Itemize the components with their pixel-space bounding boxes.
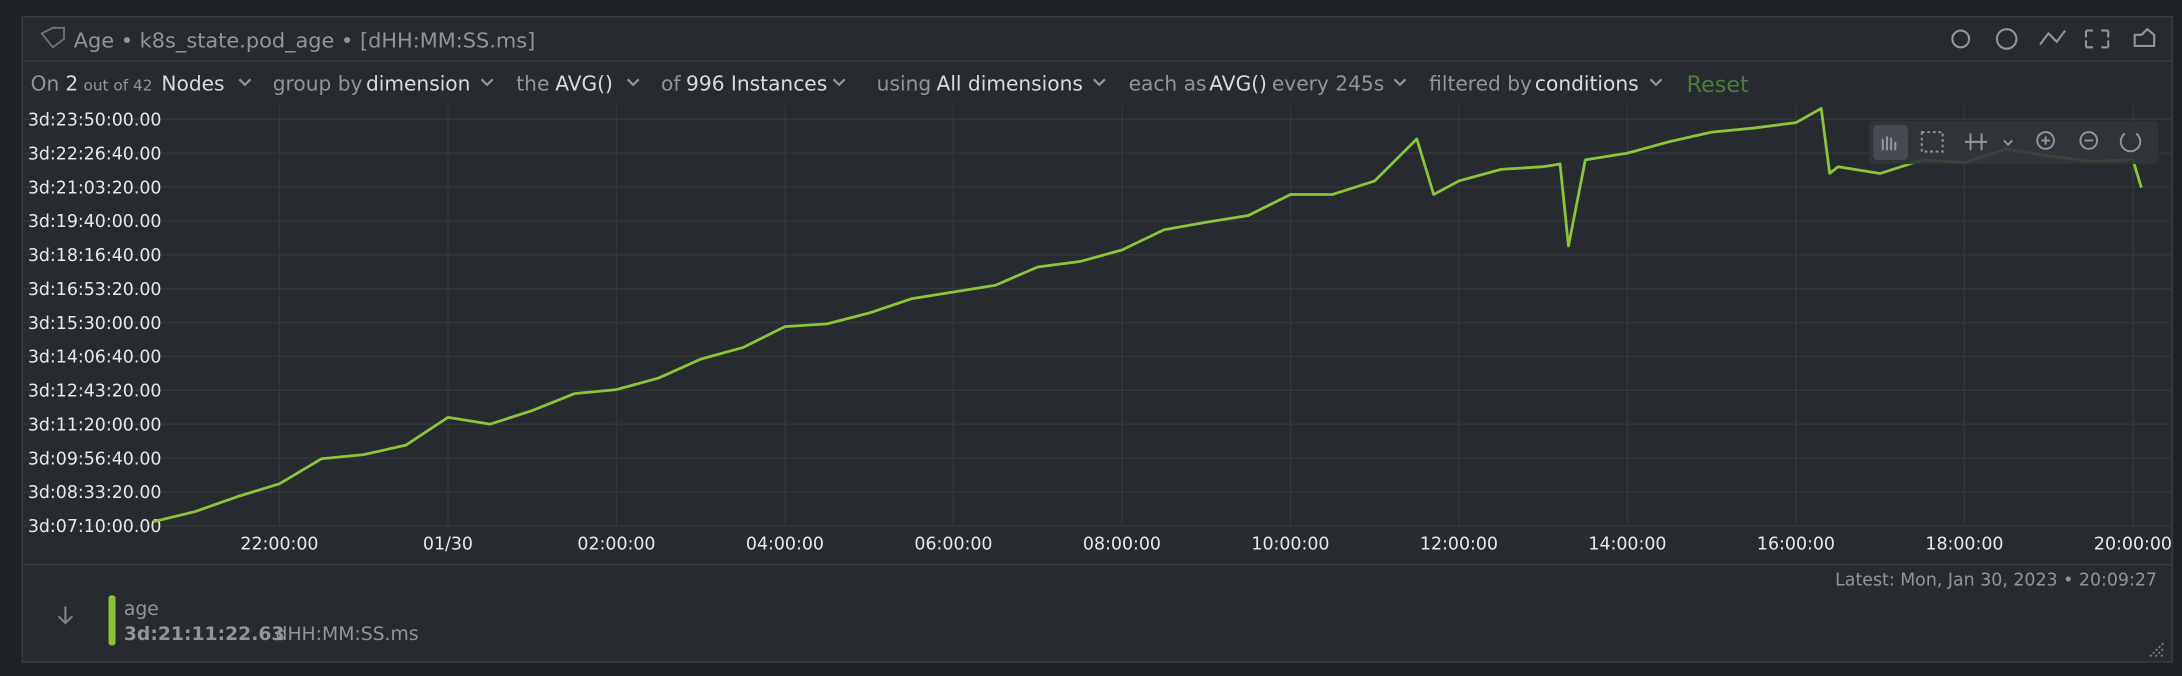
x-tick-label: 10:00:00 xyxy=(1251,534,1329,554)
toolbar: On 2 out of 42 Nodes group by dimension the AVG… xyxy=(31,71,1749,97)
toolbar-label: using xyxy=(877,71,931,95)
x-tick-label: 08:00:00 xyxy=(1083,534,1161,554)
y-tick-label: 3d:14:06:40.00 xyxy=(28,348,162,368)
chart-icon xyxy=(40,26,65,49)
toolbar-value: dimension xyxy=(366,71,470,95)
toolbar-label: every 245s xyxy=(1272,71,1384,95)
y-tick-label: 3d:12:43:20.00 xyxy=(28,382,162,402)
y-tick-label: 3d:23:50:00.00 xyxy=(28,111,162,131)
toolbar-item[interactable]: each as AVG() every 245s xyxy=(1129,71,1407,95)
y-tick-label: 3d:21:03:20.00 xyxy=(28,178,162,198)
plot-toolbox-icons[interactable] xyxy=(1881,131,2142,153)
plot-toolbox[interactable] xyxy=(1868,121,2159,165)
dropdown-chevron xyxy=(626,78,640,87)
legend-swatch xyxy=(108,595,116,646)
dropdown-chevron xyxy=(480,78,494,87)
zoom-in-icon[interactable] xyxy=(2036,131,2055,150)
legend-value: 3d:21:11:22.63 xyxy=(124,624,285,645)
y-tick-label: 3d:16:53:20.00 xyxy=(28,280,162,300)
header-icons[interactable] xyxy=(1951,27,2156,50)
toolbar-value: 2 xyxy=(65,71,78,95)
dropdown-chevron xyxy=(1649,78,1663,87)
toolbar-label: filtered by xyxy=(1429,71,1532,95)
legend-name: age xyxy=(124,599,159,620)
toolbar-item[interactable]: group by dimension xyxy=(273,71,494,95)
plot: 3d:07:10:00.00 3d:08:33:20.00 3d:09:56:40.… xyxy=(22,105,2172,554)
x-tick-label: 12:00:00 xyxy=(1420,534,1498,554)
x-tick-label: 22:00:00 xyxy=(240,534,318,554)
select-icon[interactable] xyxy=(1920,131,1944,153)
zoom-out-icon[interactable] xyxy=(2079,131,2099,150)
highlight-icon[interactable] xyxy=(1964,133,2013,151)
dropdown-chevron xyxy=(1393,78,1407,87)
y-tick-label: 3d:08:33:20.00 xyxy=(28,483,162,503)
toolbar-item[interactable]: using All dimensions xyxy=(877,71,1106,95)
toolbar-label: On xyxy=(31,71,60,95)
header-title: Age • k8s_state.pod_age • [dHH:MM:SS.ms] xyxy=(74,28,535,53)
toolbar-value: conditions xyxy=(1535,71,1639,95)
chart-type-icon[interactable] xyxy=(2039,29,2066,46)
data-line xyxy=(152,107,2143,524)
y-tick-label: 3d:22:26:40.00 xyxy=(28,144,162,164)
legend-units: dHH:MM:SS.ms xyxy=(276,624,419,645)
toolbar-value: 996 Instances xyxy=(686,71,827,95)
toolbar-label: out of 42 xyxy=(83,76,152,94)
y-tick-label: 3d:07:10:00.00 xyxy=(28,517,162,537)
pan-icon[interactable] xyxy=(1881,136,1897,151)
zoom-icon[interactable] xyxy=(1951,29,1971,49)
fullscreen-icon[interactable] xyxy=(2084,29,2110,49)
toolbar-label: of xyxy=(661,71,681,95)
x-tick-label: 14:00:00 xyxy=(1588,534,1666,554)
x-tick-label: 04:00:00 xyxy=(746,534,824,554)
x-tick-label: 18:00:00 xyxy=(1925,534,2003,554)
y-tick-label: 3d:19:40:00.00 xyxy=(28,212,162,232)
y-tick-label: 3d:09:56:40.00 xyxy=(28,449,162,469)
panel xyxy=(21,15,2173,663)
more-icon[interactable] xyxy=(2133,27,2156,47)
resize-handle[interactable] xyxy=(2149,642,2165,658)
latest-time: Latest: Mon, Jan 30, 2023 • 20:09:27 xyxy=(1835,571,2157,591)
toolbar-label: each as xyxy=(1129,71,1207,95)
y-tick-label: 3d:15:30:00.00 xyxy=(28,314,162,334)
dropdown-chevron xyxy=(1092,78,1106,87)
toolbar-item[interactable]: of 996 Instances xyxy=(661,71,846,95)
toolbar-value: AVG() xyxy=(555,71,613,95)
x-tick-label: 01/30 xyxy=(423,534,473,554)
toolbar-value: Nodes xyxy=(161,71,224,95)
toolbar-item[interactable]: On 2 out of 42 Nodes xyxy=(31,71,252,95)
y-tick-label: 3d:18:16:40.00 xyxy=(28,246,162,266)
toolbar-item[interactable]: the AVG() xyxy=(516,71,640,95)
reset-button[interactable]: Reset xyxy=(1687,72,1749,98)
toolbar-value: All dimensions xyxy=(937,71,1083,95)
toolbar-label: the xyxy=(516,71,549,95)
scroll-icon[interactable] xyxy=(57,606,74,625)
x-tick-label: 02:00:00 xyxy=(577,534,655,554)
toolbar-value: AVG() xyxy=(1209,71,1267,95)
x-tick-label: 06:00:00 xyxy=(914,534,992,554)
dropdown-chevron xyxy=(832,78,846,87)
x-tick-label: 16:00:00 xyxy=(1757,534,1835,554)
y-tick-label: 3d:11:20:00.00 xyxy=(28,415,162,435)
x-tick-label: 20:00:00 xyxy=(2094,534,2172,554)
reset-zoom-icon[interactable] xyxy=(2119,132,2142,153)
toolbar-label: group by xyxy=(273,71,363,95)
info-icon[interactable] xyxy=(1995,28,2018,50)
dropdown-chevron xyxy=(238,78,252,87)
toolbar-item[interactable]: filtered by conditions xyxy=(1429,71,1663,95)
